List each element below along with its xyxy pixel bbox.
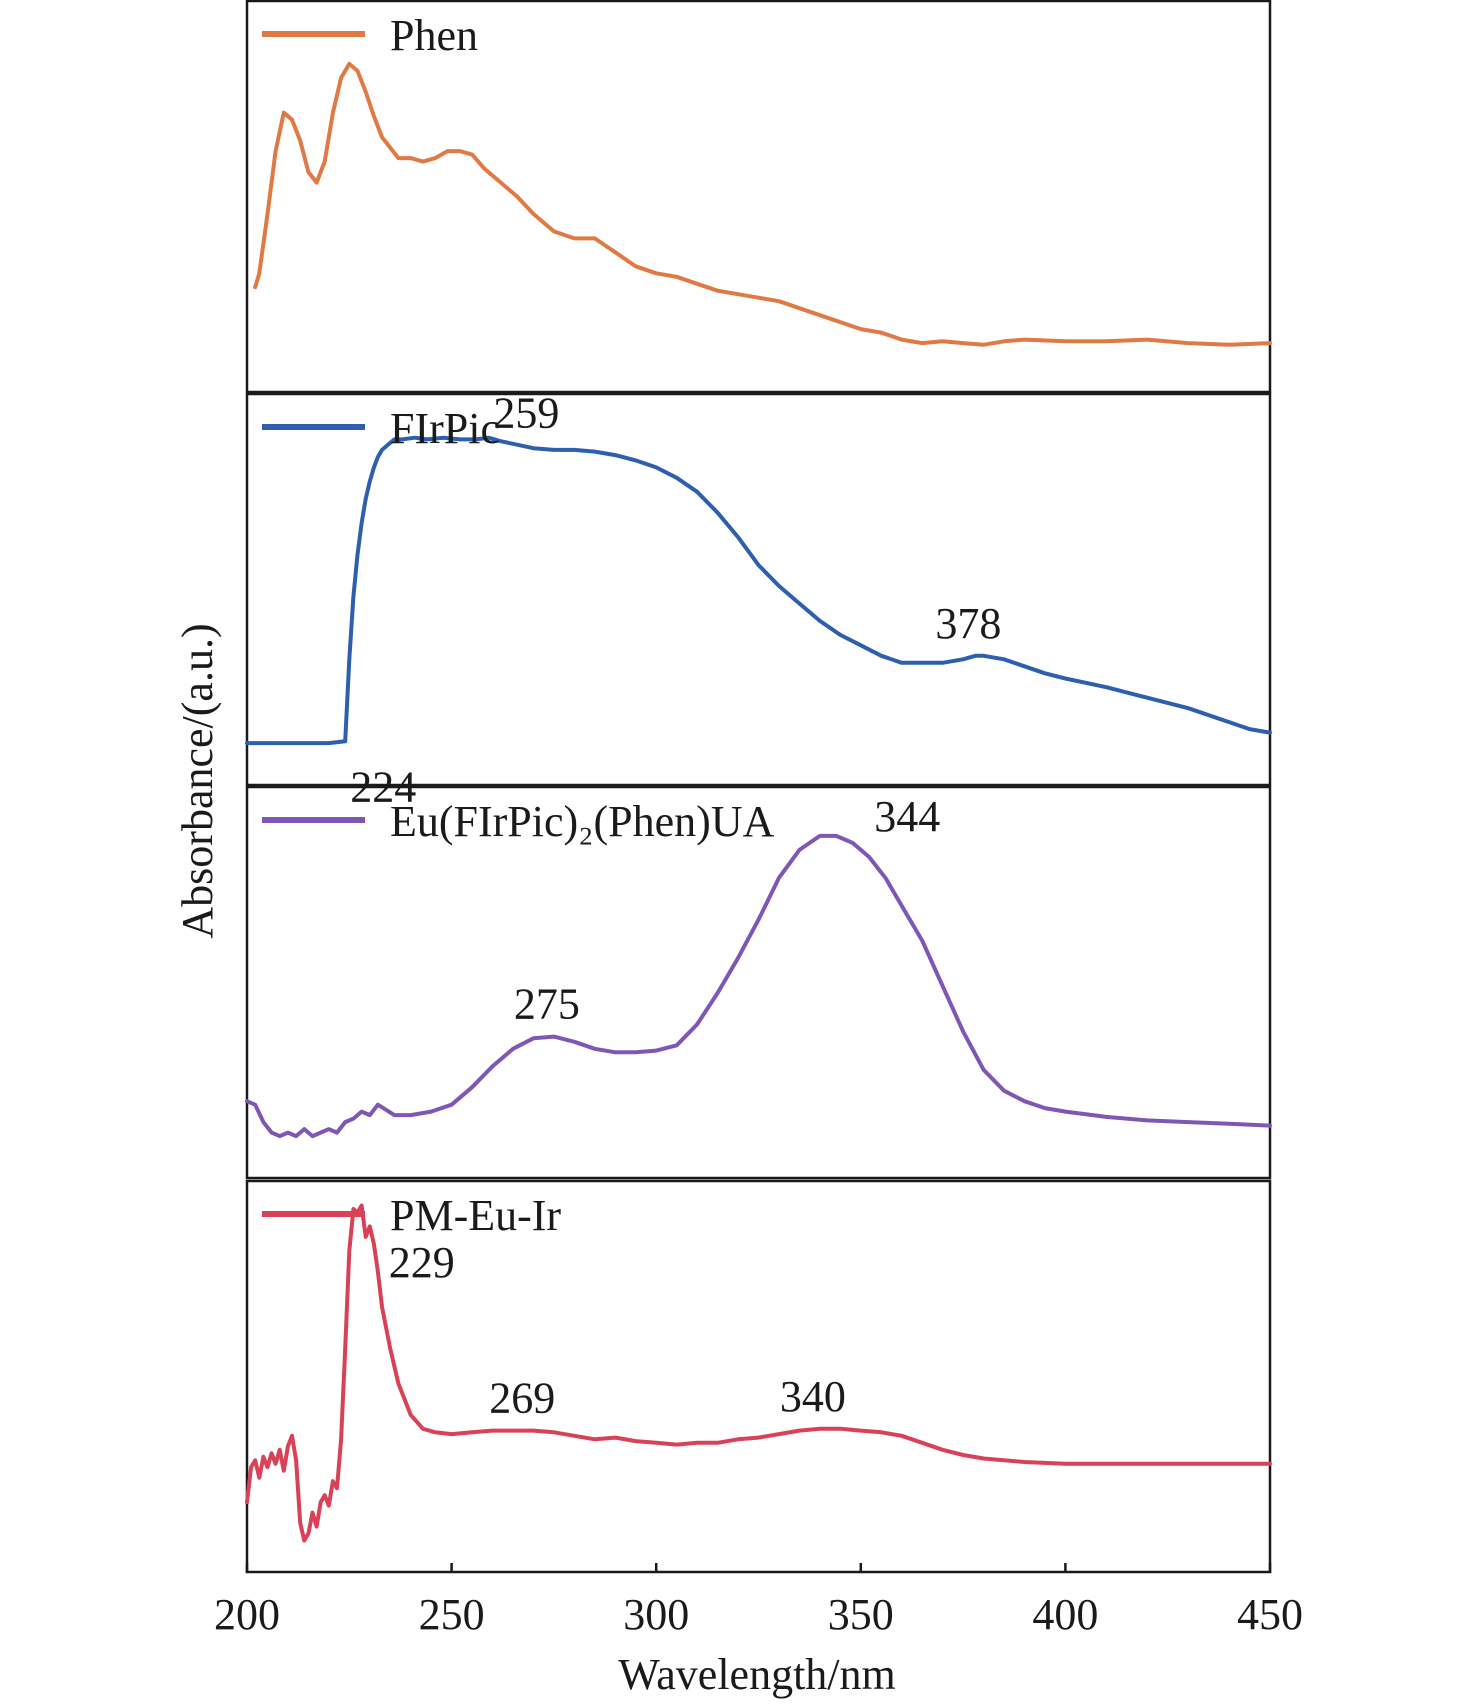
- panel-1: Phen: [245, 0, 1272, 394]
- panel-frame: [245, 392, 1272, 787]
- panels: PhenFIrPic224259378Eu(FIrPic)₂(Phen)UA27…: [245, 0, 1272, 1574]
- series-line-1: [253, 61, 1272, 347]
- peak-label: 378: [935, 599, 1001, 648]
- x-tick-label: 450: [1237, 1590, 1303, 1639]
- x-tick-label: 400: [1032, 1590, 1098, 1639]
- peak-label: 229: [389, 1238, 455, 1287]
- x-axis: 200 250 300 350 400 450: [214, 1563, 1303, 1639]
- legend-label: Eu(FIrPic)₂(Phen)UA: [390, 797, 775, 846]
- panel-3: Eu(FIrPic)₂(Phen)UA 275 344: [245, 785, 1272, 1180]
- legend-label: Phen: [390, 11, 478, 60]
- peak-label: 269: [489, 1374, 555, 1423]
- series-line-3: [245, 833, 1272, 1139]
- legend-label: FIrPic: [390, 404, 500, 453]
- x-axis-title: Wavelength/nm: [618, 1650, 896, 1699]
- legend-label: PM-Eu-Ir: [390, 1191, 561, 1240]
- peak-label: 275: [514, 980, 580, 1029]
- panel-frame: [245, 1179, 1272, 1574]
- peak-label: 259: [493, 389, 559, 438]
- series-line-2: [245, 435, 1272, 746]
- x-tick-label: 350: [828, 1590, 894, 1639]
- x-tick-label: 300: [623, 1590, 689, 1639]
- y-axis-title: Absorbance/(a.u.): [173, 623, 222, 938]
- panel-frame: [245, 785, 1272, 1180]
- peak-label: 340: [780, 1372, 846, 1421]
- x-tick-label: 200: [214, 1590, 280, 1639]
- peak-label: 344: [874, 792, 940, 841]
- panel-frame: [245, 0, 1272, 394]
- x-tick-label: 250: [419, 1590, 485, 1639]
- series-line-4: [245, 1203, 1272, 1543]
